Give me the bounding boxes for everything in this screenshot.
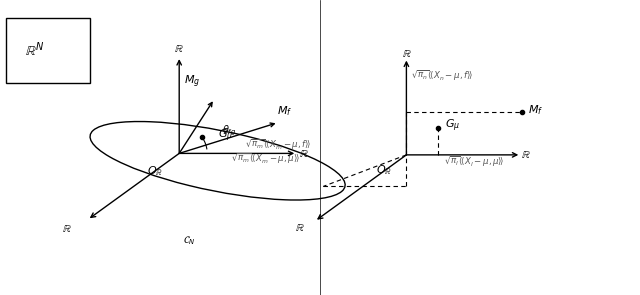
Text: $\mathbb{R}$: $\mathbb{R}$ xyxy=(299,148,309,159)
Text: $\mathbb{R}$: $\mathbb{R}$ xyxy=(294,222,305,233)
Text: $\mathbb{R}$: $\mathbb{R}$ xyxy=(521,149,531,160)
Text: $\sqrt{\pi_m}\langle\!\langle X_m-\mu,f\rangle\!\rangle$: $\sqrt{\pi_m}\langle\!\langle X_m-\mu,f\… xyxy=(245,138,312,153)
Text: $G_\mu$: $G_\mu$ xyxy=(218,127,233,144)
Text: $O_{\mathbb{R}}$: $O_{\mathbb{R}}$ xyxy=(147,164,163,178)
Text: $\mathcal{C}_N$: $\mathcal{C}_N$ xyxy=(182,234,195,247)
Text: $\sqrt{\pi_m}\langle\!\langle X_m-\mu,\mu\rangle\!\rangle$: $\sqrt{\pi_m}\langle\!\langle X_m-\mu,\m… xyxy=(230,151,300,166)
Text: $\mathbb{R}$: $\mathbb{R}$ xyxy=(62,223,72,234)
FancyBboxPatch shape xyxy=(6,18,90,83)
Text: $\mathbb{R}$: $\mathbb{R}$ xyxy=(401,48,412,59)
Text: $\sqrt{\pi_n}\langle\!\langle X_n-\mu,f\rangle\!\rangle$: $\sqrt{\pi_n}\langle\!\langle X_n-\mu,f\… xyxy=(411,69,473,83)
Text: $G_\mu$: $G_\mu$ xyxy=(445,118,460,135)
Text: $O_{\mathbb{R}}$: $O_{\mathbb{R}}$ xyxy=(376,163,392,177)
Text: $M_f$: $M_f$ xyxy=(528,103,543,117)
Text: $M_f$: $M_f$ xyxy=(277,104,292,118)
Text: $\theta_{fg}$: $\theta_{fg}$ xyxy=(222,123,236,137)
Text: $M_g$: $M_g$ xyxy=(184,73,200,90)
Text: $\sqrt{\pi_l}\langle\!\langle X_l-\mu,\mu\rangle\!\rangle$: $\sqrt{\pi_l}\langle\!\langle X_l-\mu,\m… xyxy=(444,154,504,169)
Text: $\mathbb{R}$: $\mathbb{R}$ xyxy=(174,43,184,54)
Text: $\mathbb{R}^N$: $\mathbb{R}^N$ xyxy=(25,41,44,60)
